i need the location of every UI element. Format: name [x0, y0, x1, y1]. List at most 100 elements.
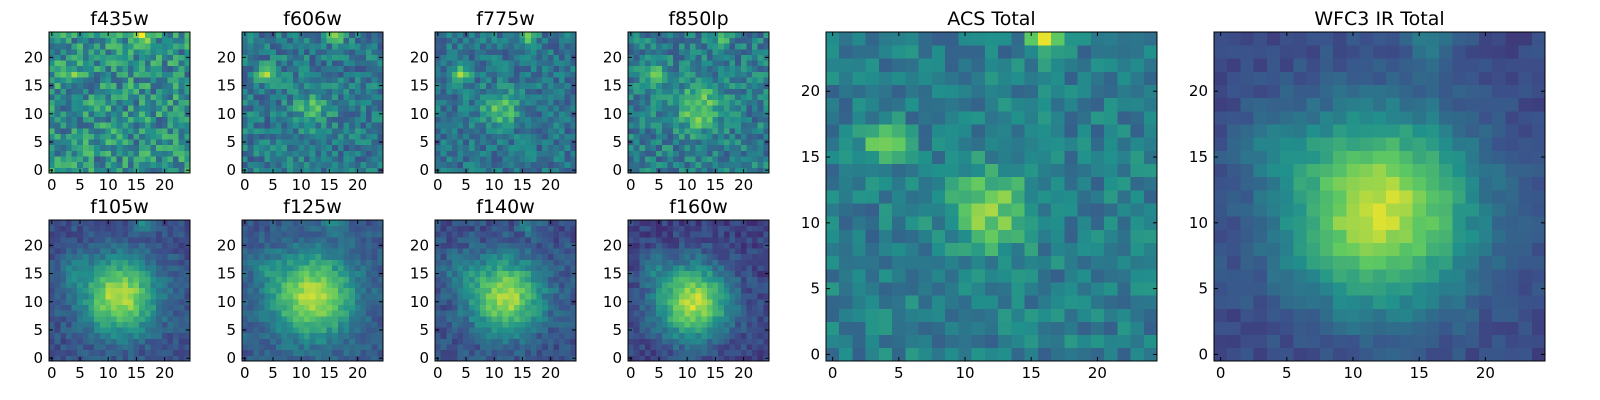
- heatmap-cell: [497, 270, 504, 277]
- heatmap-cell: [88, 167, 95, 174]
- heatmap-cell: [349, 127, 356, 134]
- heatmap-cell: [633, 156, 640, 163]
- heatmap-cell: [451, 48, 458, 55]
- heatmap-cell: [156, 37, 163, 44]
- heatmap-cell: [547, 253, 554, 260]
- heatmap-cell: [570, 220, 577, 227]
- heatmap-cell: [678, 54, 685, 61]
- heatmap-cell: [628, 276, 635, 283]
- heatmap-cell: [264, 304, 271, 311]
- heatmap-cell: [513, 225, 520, 232]
- heatmap-cell: [54, 315, 61, 322]
- heatmap-cell: [729, 355, 736, 362]
- heatmap-cell: [264, 133, 271, 140]
- heatmap-cell: [457, 355, 464, 362]
- heatmap-cell: [673, 276, 680, 283]
- heatmap-cell: [695, 32, 702, 39]
- heatmap-cell: [304, 105, 311, 112]
- heatmap-cell: [287, 298, 294, 305]
- heatmap-cell: [349, 71, 356, 78]
- heatmap-cell: [264, 150, 271, 157]
- heatmap-cell: [156, 242, 163, 249]
- heatmap-cell: [678, 133, 685, 140]
- heatmap-cell: [513, 270, 520, 277]
- heatmap-cell: [746, 71, 753, 78]
- heatmap-cell: [480, 327, 487, 334]
- heatmap-cell: [639, 122, 646, 129]
- heatmap-cell: [502, 344, 509, 351]
- heatmap-cell: [326, 248, 333, 255]
- heatmap-cell: [326, 105, 333, 112]
- y-tick-label: 20: [217, 236, 236, 254]
- heatmap-cell: [678, 310, 685, 317]
- heatmap-cell: [559, 65, 566, 72]
- heatmap-cell: [127, 116, 134, 123]
- heatmap-cell: [553, 156, 560, 163]
- heatmap-cell: [723, 105, 730, 112]
- heatmap-cell: [309, 287, 316, 294]
- heatmap-cell: [71, 315, 78, 322]
- heatmap-cell: [480, 43, 487, 50]
- heatmap-cell: [71, 48, 78, 55]
- heatmap-cell: [729, 349, 736, 356]
- heatmap-cell: [446, 139, 453, 146]
- heatmap-cell: [247, 349, 254, 356]
- y-tick-label: 5: [419, 133, 429, 151]
- heatmap-cell: [757, 60, 764, 67]
- heatmap-cell: [360, 270, 367, 277]
- heatmap-cell: [530, 310, 537, 317]
- heatmap-cell: [757, 65, 764, 72]
- heatmap-cell: [661, 48, 668, 55]
- heatmap-cell: [332, 156, 339, 163]
- heatmap-cell: [542, 287, 549, 294]
- heatmap-cell: [77, 236, 84, 243]
- heatmap-cell: [497, 231, 504, 238]
- heatmap-cell: [127, 327, 134, 334]
- heatmap-cell: [65, 253, 72, 260]
- heatmap-cell: [178, 32, 185, 39]
- heatmap-cell: [661, 122, 668, 129]
- heatmap-cell: [65, 99, 72, 106]
- heatmap-cell: [167, 293, 174, 300]
- heatmap-cell: [82, 310, 89, 317]
- heatmap-cell: [49, 71, 56, 78]
- heatmap-cell: [150, 293, 157, 300]
- heatmap-cell: [343, 321, 350, 328]
- heatmap-cell: [650, 150, 657, 157]
- heatmap-cell: [287, 110, 294, 117]
- heatmap-cell: [763, 293, 770, 300]
- heatmap-cell: [701, 310, 708, 317]
- heatmap-cell: [349, 298, 356, 305]
- heatmap-cell: [451, 231, 458, 238]
- heatmap-cell: [281, 71, 288, 78]
- heatmap-cell: [354, 225, 361, 232]
- heatmap-cell: [485, 94, 492, 101]
- heatmap-cell: [695, 167, 702, 174]
- heatmap-cell: [332, 116, 339, 123]
- heatmap-cell: [513, 167, 520, 174]
- heatmap-cell: [178, 105, 185, 112]
- heatmap-cell: [644, 327, 651, 334]
- heatmap-cell: [746, 48, 753, 55]
- heatmap-cell: [349, 293, 356, 300]
- heatmap-cell: [360, 332, 367, 339]
- heatmap-cell: [446, 43, 453, 50]
- heatmap-cell: [111, 270, 118, 277]
- axes-frame: [627, 31, 770, 174]
- heatmap-cell: [253, 99, 260, 106]
- heatmap-cell: [451, 156, 458, 163]
- heatmap-cell: [133, 253, 140, 260]
- heatmap-cell: [54, 338, 61, 345]
- heatmap-cell: [127, 161, 134, 168]
- heatmap-cell: [536, 242, 543, 249]
- heatmap-cell: [349, 236, 356, 243]
- heatmap-cell: [547, 293, 554, 300]
- heatmap-cell: [144, 48, 151, 55]
- heatmap-cell: [435, 304, 442, 311]
- heatmap-cell: [133, 116, 140, 123]
- heatmap-cell: [633, 43, 640, 50]
- heatmap-cell: [485, 110, 492, 117]
- heatmap-cell: [281, 133, 288, 140]
- heatmap-cell: [304, 82, 311, 89]
- heatmap-cell: [167, 287, 174, 294]
